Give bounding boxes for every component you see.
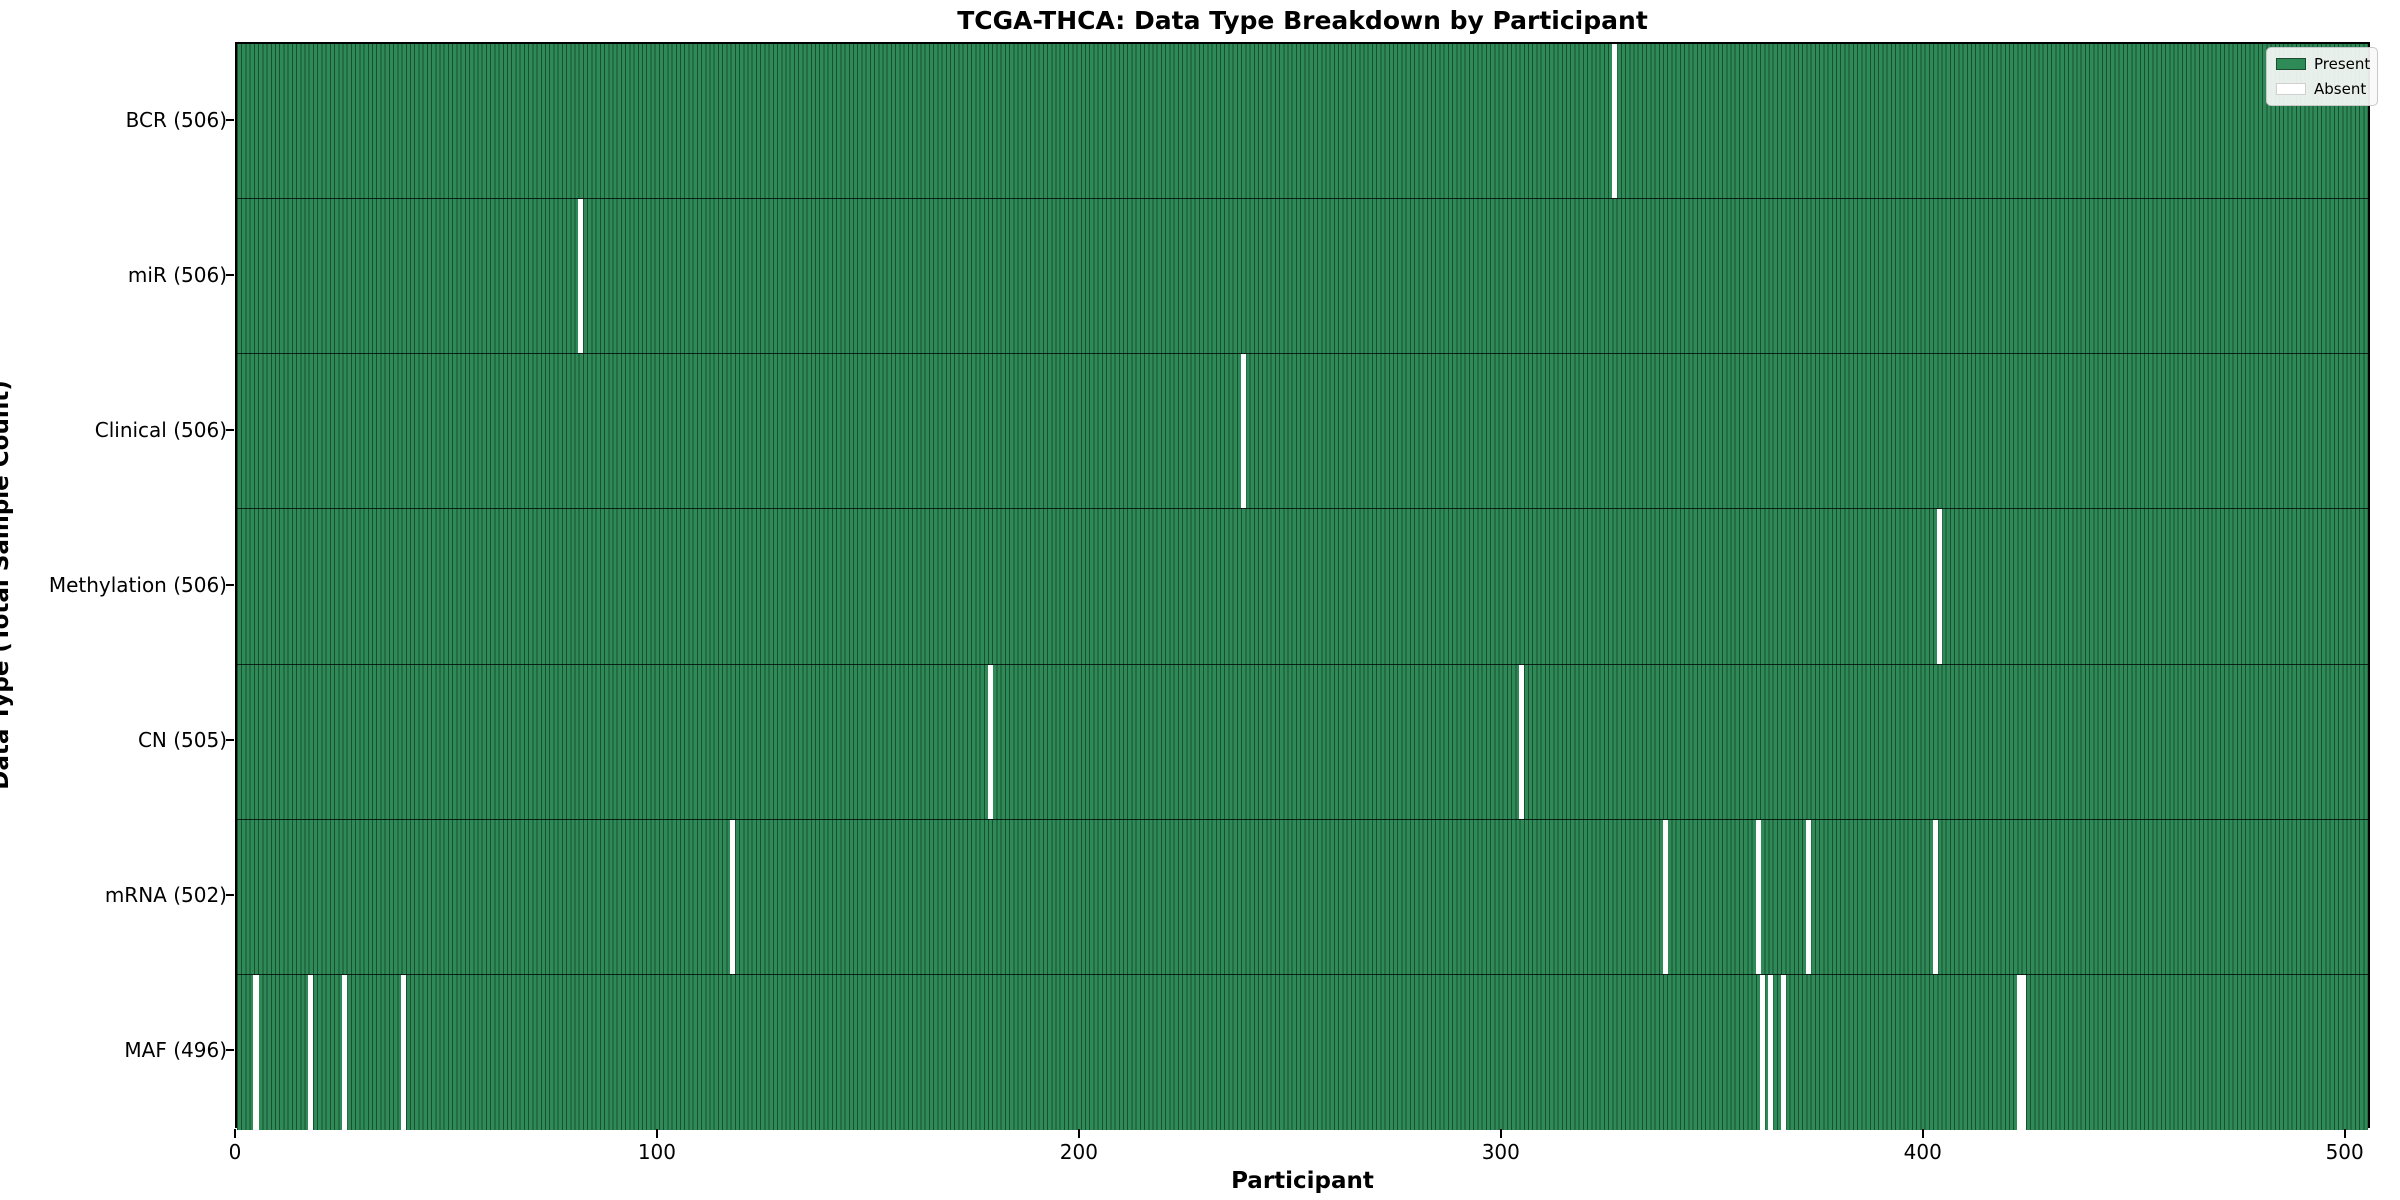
y-axis-label: Data Type (Total Sample Count): [0, 380, 14, 790]
xtick-mark: [234, 1129, 236, 1138]
xtick-mark: [1921, 1129, 1924, 1138]
ytick-mrna: mRNA (502): [104, 883, 227, 908]
ytick-mark: [226, 118, 234, 121]
row-methylation: [237, 509, 2368, 665]
absent-gap: [578, 199, 584, 354]
row-mrna: [237, 819, 2368, 975]
xtick-mark: [1499, 1129, 1502, 1138]
row-bcr: [237, 44, 2368, 200]
legend-absent-label: Absent: [2314, 80, 2367, 98]
xtick-mark: [1077, 1129, 1080, 1138]
ytick-mark: [226, 273, 234, 276]
xtick-mark: [2343, 1129, 2346, 1138]
ytick-cn: CN (505): [137, 728, 227, 753]
absent-gap: [342, 974, 348, 1130]
ytick-clinical: Clinical (506): [94, 417, 227, 442]
ytick-bcr: BCR (506): [125, 107, 227, 132]
absent-gap: [2021, 974, 2027, 1130]
absent-gap: [1806, 819, 1812, 974]
legend-absent-swatch: [2276, 83, 2306, 95]
row-maf: [237, 974, 2368, 1130]
legend-present-swatch: [2276, 58, 2306, 70]
row-clinical: [237, 354, 2368, 510]
ytick-mark: [226, 739, 234, 742]
ytick-mark: [226, 428, 234, 431]
absent-gap: [1519, 664, 1525, 819]
xtick-0: 0: [228, 1140, 242, 1164]
legend-item-absent: Absent: [2276, 80, 2368, 98]
absent-gap: [1768, 974, 1774, 1130]
xtick-100: 100: [637, 1140, 677, 1164]
absent-gap: [308, 974, 314, 1130]
absent-gap: [1612, 44, 1618, 199]
absent-gap: [1936, 509, 1943, 664]
legend-item-present: Present: [2276, 55, 2371, 73]
plot-area: [235, 42, 2370, 1130]
row-mir: [237, 199, 2368, 355]
xtick-400: 400: [1903, 1140, 1942, 1164]
absent-gap: [401, 974, 407, 1130]
chart-title: TCGA-THCA: Data Type Breakdown by Partic…: [957, 6, 1648, 35]
absent-gap: [730, 819, 736, 974]
row-cn: [237, 664, 2368, 820]
absent-gap: [253, 974, 259, 1130]
legend-present-label: Present: [2314, 55, 2371, 73]
xtick-mark: [655, 1129, 658, 1138]
absent-gap: [1759, 974, 1765, 1130]
absent-gap: [1662, 819, 1668, 974]
ytick-mark: [226, 1049, 234, 1052]
absent-gap: [987, 664, 993, 819]
ytick-methylation: Methylation (506): [48, 573, 227, 597]
ytick-mir: miR (506): [127, 262, 227, 287]
ytick-mark: [226, 894, 234, 897]
xtick-500: 500: [2325, 1140, 2364, 1164]
absent-gap: [1755, 819, 1761, 974]
x-axis-label: Participant: [1231, 1168, 1374, 1194]
absent-gap: [1780, 974, 1786, 1130]
legend: Present Absent: [2266, 47, 2378, 106]
ytick-maf: MAF (496): [124, 1038, 227, 1063]
absent-gap: [1240, 354, 1246, 509]
absent-gap: [1932, 819, 1938, 974]
xtick-300: 300: [1481, 1140, 1520, 1164]
absent-gap: [2017, 974, 2023, 1130]
xtick-200: 200: [1059, 1140, 1098, 1164]
ytick-mark: [226, 584, 234, 586]
